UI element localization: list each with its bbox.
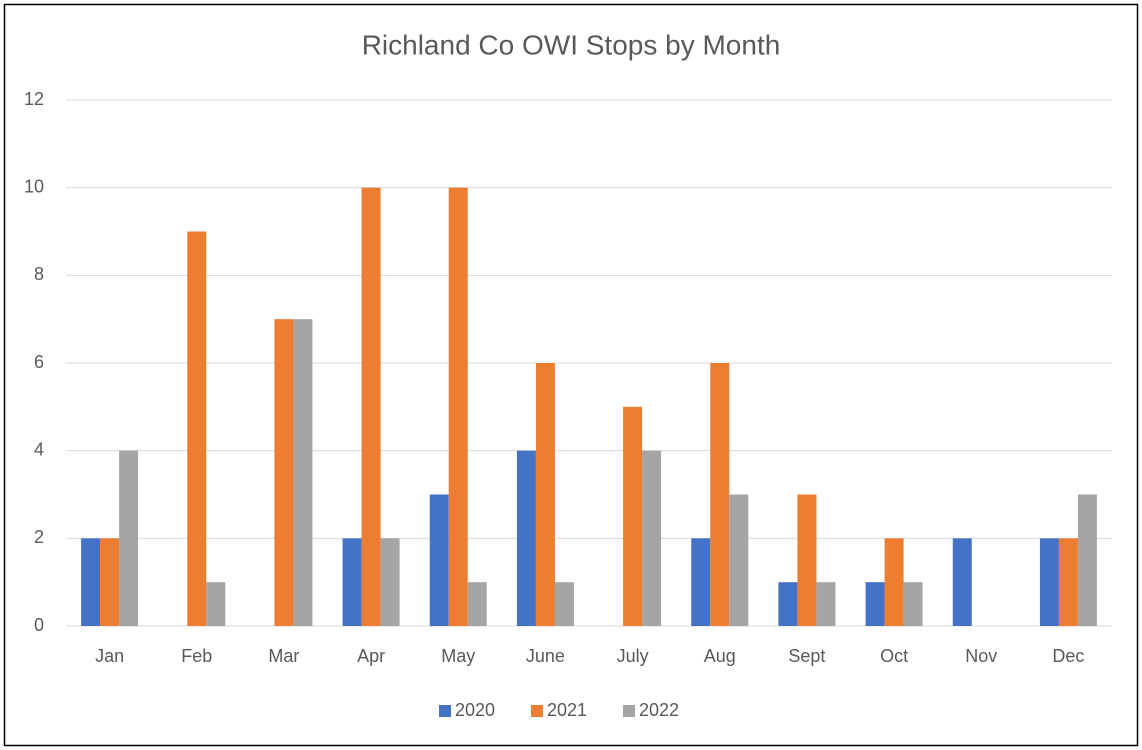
- bar: [865, 582, 885, 626]
- bar: [535, 363, 555, 626]
- bar: [187, 231, 207, 626]
- x-tick-label: Feb: [181, 646, 212, 666]
- x-tick-label: Sept: [788, 646, 825, 666]
- y-tick-label: 2: [34, 527, 44, 547]
- bar: [778, 582, 798, 626]
- bar: [1058, 538, 1078, 626]
- bar: [274, 319, 294, 626]
- bar: [729, 494, 749, 626]
- bar: [691, 538, 711, 626]
- x-tick-label: May: [441, 646, 475, 666]
- bar: [448, 187, 468, 626]
- y-tick-label: 6: [34, 352, 44, 372]
- legend-swatch: [623, 705, 635, 717]
- x-tick-label: Nov: [965, 646, 997, 666]
- bar: [81, 538, 101, 626]
- bar: [429, 494, 449, 626]
- y-tick-label: 10: [24, 176, 44, 196]
- bar: [952, 538, 972, 626]
- chart-border: [3, 3, 1139, 747]
- bar: [361, 187, 381, 626]
- bar: [100, 538, 120, 626]
- bar: [797, 494, 817, 626]
- legend-label: 2020: [455, 700, 495, 720]
- legend-label: 2022: [639, 700, 679, 720]
- x-tick-label: Oct: [880, 646, 908, 666]
- x-tick-label: July: [617, 646, 649, 666]
- bar: [206, 582, 226, 626]
- chart-title: Richland Co OWI Stops by Month: [362, 29, 781, 60]
- bar: [816, 582, 836, 626]
- bar: [903, 582, 923, 626]
- bar: [1077, 494, 1097, 626]
- legend-swatch: [439, 705, 451, 717]
- bar: [642, 450, 662, 626]
- legend-label: 2021: [547, 700, 587, 720]
- y-tick-label: 12: [24, 89, 44, 109]
- bar: [623, 406, 643, 626]
- x-tick-label: Aug: [704, 646, 736, 666]
- bar: [710, 363, 730, 626]
- x-tick-label: Mar: [268, 646, 299, 666]
- bar: [1039, 538, 1059, 626]
- bar: [380, 538, 400, 626]
- y-tick-label: 8: [34, 264, 44, 284]
- bar: [884, 538, 904, 626]
- bar: [554, 582, 574, 626]
- x-tick-label: Dec: [1052, 646, 1084, 666]
- x-tick-label: Jan: [95, 646, 124, 666]
- legend-swatch: [531, 705, 543, 717]
- y-tick-label: 4: [34, 439, 44, 459]
- bar: [516, 450, 536, 626]
- x-tick-label: Apr: [357, 646, 385, 666]
- bar: [342, 538, 362, 626]
- x-tick-label: June: [526, 646, 565, 666]
- bar: [467, 582, 487, 626]
- y-tick-label: 0: [34, 615, 44, 635]
- bar: [119, 450, 139, 626]
- bar: [293, 319, 313, 626]
